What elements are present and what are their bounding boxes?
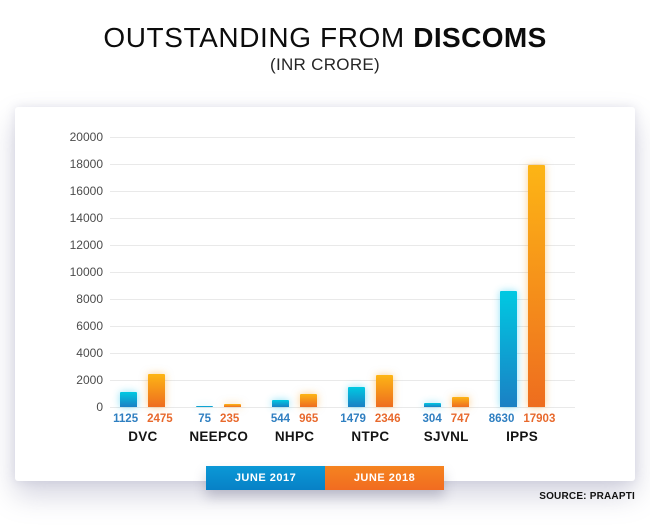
category-label: SJVNL [423,429,469,444]
bar-june-2018 [148,373,166,407]
legend-item-june-2017: JUNE 2017 [206,466,325,490]
value-label: 1479 [340,413,366,425]
value-labels: 8630 17903 [484,413,560,425]
gridline [110,353,575,354]
category-label: IPPS [506,429,539,444]
category-slot: 1125 2475 DVC [105,413,181,444]
value-label: 235 [220,413,240,425]
legend-item-june-2018: JUNE 2018 [325,466,444,490]
gridline [110,407,575,408]
bar-june-2018 [300,393,318,407]
y-axis-label: 8000 [76,292,103,306]
value-labels: 544 965 [257,413,333,425]
bar-june-2018 [527,165,545,407]
page-title-bold: DISCOMS [413,22,547,53]
y-axis-label: 2000 [76,373,103,387]
bar-june-2017 [423,402,441,407]
category-slot: 75 235 NEEPCO [181,413,257,444]
bar-group [181,137,257,407]
y-axis-label: 10000 [69,265,103,279]
x-labels: 1125 2475 DVC 75 235 NEEPCO 544 965 NHPC 1479 2346… [105,413,560,444]
bar-june-2017 [196,405,214,407]
bar-group [105,137,181,407]
gridline [110,218,575,219]
gridline [110,245,575,246]
chart-legend: JUNE 2017 JUNE 2018 [206,466,444,490]
legend-label: JUNE 2018 [353,472,416,484]
y-axis-label: 0 [96,400,103,414]
category-slot: 544 965 NHPC [257,413,333,444]
category-label: DVC [128,429,158,444]
bars-layer [105,137,560,407]
category-label: NHPC [274,429,315,444]
value-label: 2475 [147,413,173,425]
category-slot: 1479 2346 NTPC [332,413,408,444]
gridline [110,272,575,273]
gridline [110,191,575,192]
bar-group [408,137,484,407]
bar-june-2017 [120,391,138,407]
category-label: NTPC [351,429,390,444]
value-label: 8630 [488,413,515,425]
bar-june-2018 [451,396,469,407]
value-label: 747 [450,413,470,425]
value-label: 544 [270,413,291,425]
y-axis-label: 14000 [69,211,103,225]
chart-header: OUTSTANDING FROM DISCOMS (INR CRORE) [0,22,650,75]
category-label: NEEPCO [189,429,249,444]
value-label: 1125 [113,413,139,425]
bar-june-2017 [272,399,290,407]
y-axis-label: 12000 [69,238,103,252]
page-title-regular: OUTSTANDING FROM [103,22,414,53]
category-slot: 304 747 SJVNL [408,413,484,444]
y-axis-label: 16000 [69,184,103,198]
category-slot: 8630 17903 IPPS [484,413,560,444]
value-labels: 1479 2346 [332,413,408,425]
bar-june-2017 [499,290,517,407]
bar-june-2017 [347,387,365,407]
plot-area: 0 2000 4000 6000 8000 10000 12000 14000 16000 180… [70,130,575,414]
value-label: 304 [422,413,442,425]
bar-june-2018 [375,375,393,407]
page-title: OUTSTANDING FROM DISCOMS [0,22,650,54]
gridline [110,164,575,165]
y-axis-label: 4000 [76,346,103,360]
bar-group [484,137,560,407]
gridline [110,380,575,381]
value-labels: 75 235 [181,413,257,425]
bar-group [332,137,408,407]
chart-card: 0 2000 4000 6000 8000 10000 12000 14000 16000 180… [15,107,635,481]
y-axis-label: 6000 [76,319,103,333]
value-label: 75 [198,413,212,425]
value-labels: 1125 2475 [105,413,181,425]
y-axis-label: 20000 [69,130,103,144]
value-labels: 304 747 [408,413,484,425]
bar-june-2018 [224,403,242,407]
page-subtitle: (INR CRORE) [269,55,380,74]
y-axis-label: 18000 [69,157,103,171]
gridline [110,326,575,327]
gridline [110,137,575,138]
bar-group [257,137,333,407]
value-label: 17903 [523,413,556,425]
legend-label: JUNE 2017 [234,472,297,484]
gridline [110,299,575,300]
source-credit: SOURCE: PRAAPTI [539,491,635,502]
value-label: 2346 [374,413,401,425]
value-label: 965 [299,413,319,425]
